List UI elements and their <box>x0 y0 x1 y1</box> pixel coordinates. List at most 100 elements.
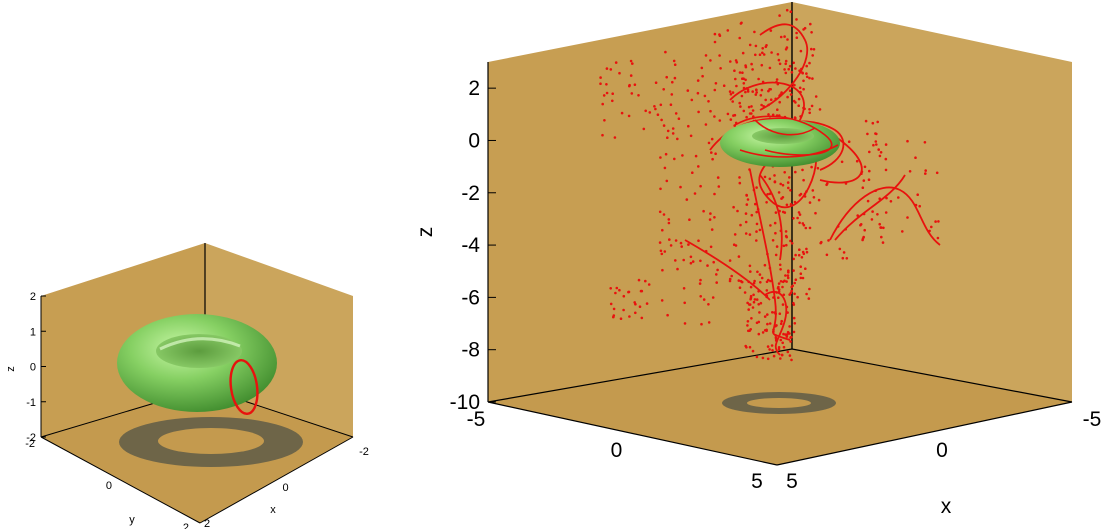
trajectory-point <box>733 233 737 236</box>
trajectory-point <box>767 278 770 282</box>
trajectory-point <box>715 281 718 284</box>
trajectory-point <box>818 108 822 111</box>
trajectory-point <box>794 253 797 257</box>
trajectory-point <box>782 345 786 349</box>
trajectory-point <box>786 274 790 277</box>
trajectory-point <box>866 132 869 136</box>
trajectory-point <box>879 151 883 154</box>
trajectory-point <box>737 279 741 282</box>
trajectory-point <box>934 220 937 223</box>
trajectory-point <box>737 255 741 258</box>
trajectory-point <box>787 186 790 190</box>
trajectory-point <box>732 114 735 117</box>
trajectory-point <box>795 36 799 39</box>
trajectory-point <box>868 169 871 173</box>
trajectory-point <box>739 105 742 108</box>
trajectory-point <box>682 287 686 290</box>
trajectory-point <box>786 276 790 280</box>
trajectory-point <box>759 281 762 284</box>
trajectory-point <box>775 78 779 81</box>
trajectory-point <box>676 267 679 271</box>
trajectory-point <box>803 26 807 30</box>
trajectory-point <box>805 250 809 254</box>
trajectory-point <box>784 274 787 277</box>
trajectory-point <box>805 64 808 68</box>
trajectory-point <box>814 211 817 215</box>
trajectory-point <box>783 171 786 174</box>
trajectory-point <box>789 335 793 339</box>
trajectory-point <box>735 84 738 88</box>
trajectory-point <box>627 290 631 294</box>
trajectory-point <box>667 218 671 221</box>
trajectory-point <box>685 198 689 201</box>
trajectory-point <box>714 152 717 155</box>
trajectory-point <box>739 22 743 25</box>
trajectory-point <box>801 222 805 225</box>
trajectory-point <box>697 239 700 242</box>
trajectory-point <box>793 116 797 119</box>
left-x-tick-label: -2 <box>359 446 369 458</box>
trajectory-point <box>666 136 669 139</box>
trajectory-point <box>785 335 789 338</box>
trajectory-point <box>794 67 797 70</box>
trajectory-point <box>937 220 940 223</box>
trajectory-point <box>788 89 792 92</box>
trajectory-point <box>784 48 788 51</box>
trajectory-point <box>863 228 866 232</box>
trajectory-point <box>788 354 792 357</box>
trajectory-point <box>713 192 716 196</box>
trajectory-point <box>776 53 780 56</box>
trajectory-point <box>790 358 793 362</box>
trajectory-point <box>749 285 753 289</box>
trajectory-point <box>759 301 763 305</box>
trajectory-point <box>774 231 777 235</box>
trajectory-point <box>666 313 669 317</box>
left-y-tick-label: 2 <box>183 522 189 529</box>
right-z-tick-label: -2 <box>461 182 480 205</box>
trajectory-point <box>613 136 617 139</box>
trajectory-point <box>755 239 758 242</box>
trajectory-point <box>784 59 788 63</box>
trajectory-point <box>755 355 759 359</box>
trajectory-point <box>633 83 637 86</box>
trajectory-point <box>731 100 734 103</box>
trajectory-point <box>930 225 933 229</box>
trajectory-point <box>871 121 875 125</box>
trajectory-point <box>767 89 770 93</box>
right-x-axis <box>776 401 1073 466</box>
trajectory-point <box>700 66 704 70</box>
trajectory-point <box>736 209 739 213</box>
right-trajectories <box>599 8 941 362</box>
trajectory-point <box>861 186 865 189</box>
left-x-axis <box>199 436 354 524</box>
trajectory-point <box>672 59 676 63</box>
trajectory-point <box>788 64 792 68</box>
trajectory-point <box>796 295 799 299</box>
trajectory-point <box>611 99 614 103</box>
trajectory-point <box>748 112 752 115</box>
trajectory-point <box>768 66 772 70</box>
trajectory-point <box>884 143 888 146</box>
large-3d-plot: 2 0 -2 -4 -6 -8 -10 z -5 0 5 5 0 -5 x <box>414 2 1101 518</box>
trajectory-point <box>669 244 673 247</box>
trajectory-point <box>786 95 789 99</box>
trajectory-point <box>867 178 871 181</box>
trajectory-point <box>780 319 783 323</box>
trajectory-point <box>709 109 712 113</box>
trajectory-point <box>609 68 613 71</box>
trajectory-point <box>774 253 778 257</box>
trajectory-point <box>718 34 722 37</box>
trajectory-point <box>601 102 604 106</box>
trajectory-point <box>661 268 664 272</box>
trajectory-point <box>804 267 807 271</box>
trajectory-point <box>778 100 781 104</box>
trajectory-point <box>801 276 805 280</box>
trajectory-point <box>760 88 764 92</box>
trajectory-point <box>799 265 802 269</box>
trajectory-point <box>707 321 711 324</box>
trajectory-point <box>745 203 749 206</box>
trajectory-point <box>702 298 706 301</box>
trajectory-point <box>799 272 803 276</box>
trajectory-point <box>742 109 746 113</box>
trajectory-point <box>788 176 791 179</box>
